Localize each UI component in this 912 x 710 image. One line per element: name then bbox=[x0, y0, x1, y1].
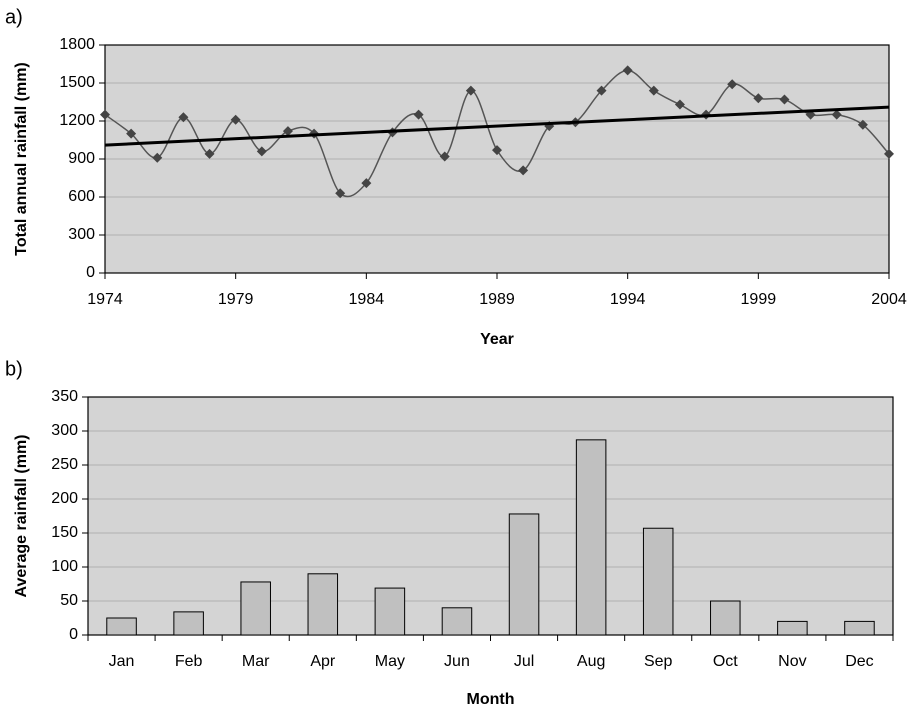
bar bbox=[106, 617, 137, 636]
y-tick-label: 900 bbox=[68, 150, 95, 167]
bar bbox=[710, 600, 741, 636]
x-tick-label: Jul bbox=[514, 653, 534, 670]
bar bbox=[441, 607, 473, 636]
y-tick-label: 0 bbox=[86, 264, 95, 281]
marker bbox=[622, 65, 633, 76]
x-tick-label: 1989 bbox=[479, 291, 515, 308]
y-tick-label: 0 bbox=[69, 626, 78, 643]
bar bbox=[575, 439, 607, 636]
marker bbox=[648, 85, 659, 96]
panel-label: a) bbox=[5, 6, 23, 28]
bar bbox=[240, 581, 271, 636]
x-tick-label: May bbox=[375, 653, 405, 670]
x-tick-label: 2004 bbox=[871, 291, 907, 308]
marker bbox=[884, 148, 894, 159]
y-tick-label: 1200 bbox=[59, 112, 95, 129]
panel-label: b) bbox=[5, 358, 23, 380]
y-axis-label: Total annual rainfall (mm) bbox=[13, 62, 30, 256]
y-tick-label: 250 bbox=[51, 456, 78, 473]
x-tick-label: 1974 bbox=[87, 291, 123, 308]
marker bbox=[204, 148, 215, 159]
marker bbox=[857, 119, 868, 130]
x-tick-label: Feb bbox=[175, 653, 203, 670]
bar bbox=[777, 620, 808, 636]
marker bbox=[126, 128, 137, 139]
bar bbox=[508, 513, 540, 636]
y-tick-label: 600 bbox=[68, 188, 95, 205]
y-tick-label: 300 bbox=[68, 226, 95, 243]
x-tick-label: Sep bbox=[644, 653, 673, 670]
x-tick-label: Aug bbox=[577, 653, 605, 670]
y-axis-label: Average rainfall (mm) bbox=[13, 434, 30, 597]
x-tick-label: Mar bbox=[242, 653, 270, 670]
bar bbox=[173, 611, 204, 636]
x-tick-label: Nov bbox=[778, 653, 806, 670]
marker bbox=[335, 188, 346, 199]
marker bbox=[753, 93, 764, 104]
bar bbox=[307, 573, 339, 636]
marker bbox=[256, 146, 267, 157]
y-tick-label: 1800 bbox=[59, 36, 95, 53]
y-tick-label: 350 bbox=[51, 388, 78, 405]
y-tick-label: 1500 bbox=[59, 74, 95, 91]
marker bbox=[779, 94, 790, 105]
x-tick-label: Jan bbox=[109, 653, 135, 670]
x-tick-label: 1979 bbox=[218, 291, 254, 308]
marker bbox=[465, 85, 476, 96]
marker bbox=[282, 126, 293, 137]
x-axis-label: Year bbox=[480, 331, 514, 348]
marker bbox=[152, 152, 163, 163]
x-tick-label: Apr bbox=[310, 653, 336, 670]
bar bbox=[844, 620, 875, 636]
x-tick-label: 1984 bbox=[349, 291, 385, 308]
x-tick-label: Jun bbox=[444, 653, 470, 670]
marker bbox=[439, 151, 450, 162]
marker bbox=[492, 145, 502, 156]
x-axis-label: Month bbox=[467, 691, 515, 708]
marker bbox=[596, 85, 607, 96]
y-tick-label: 300 bbox=[51, 422, 78, 439]
marker bbox=[831, 109, 842, 120]
bar bbox=[642, 527, 674, 636]
y-tick-label: 100 bbox=[51, 558, 78, 575]
marker bbox=[230, 114, 241, 125]
x-tick-label: Dec bbox=[845, 653, 873, 670]
x-tick-label: Oct bbox=[713, 653, 738, 670]
marker bbox=[413, 109, 424, 120]
x-tick-label: 1994 bbox=[610, 291, 646, 308]
y-tick-label: 50 bbox=[60, 592, 78, 609]
marker bbox=[100, 109, 110, 120]
plot-area bbox=[88, 397, 893, 635]
marker bbox=[727, 79, 738, 90]
x-tick-label: 1999 bbox=[741, 291, 777, 308]
marker bbox=[178, 112, 189, 123]
y-tick-label: 150 bbox=[51, 524, 78, 541]
marker bbox=[361, 178, 372, 189]
y-tick-label: 200 bbox=[51, 490, 78, 507]
trend-line bbox=[104, 105, 890, 147]
marker bbox=[674, 99, 685, 110]
marker bbox=[518, 165, 529, 176]
bar bbox=[374, 587, 406, 636]
